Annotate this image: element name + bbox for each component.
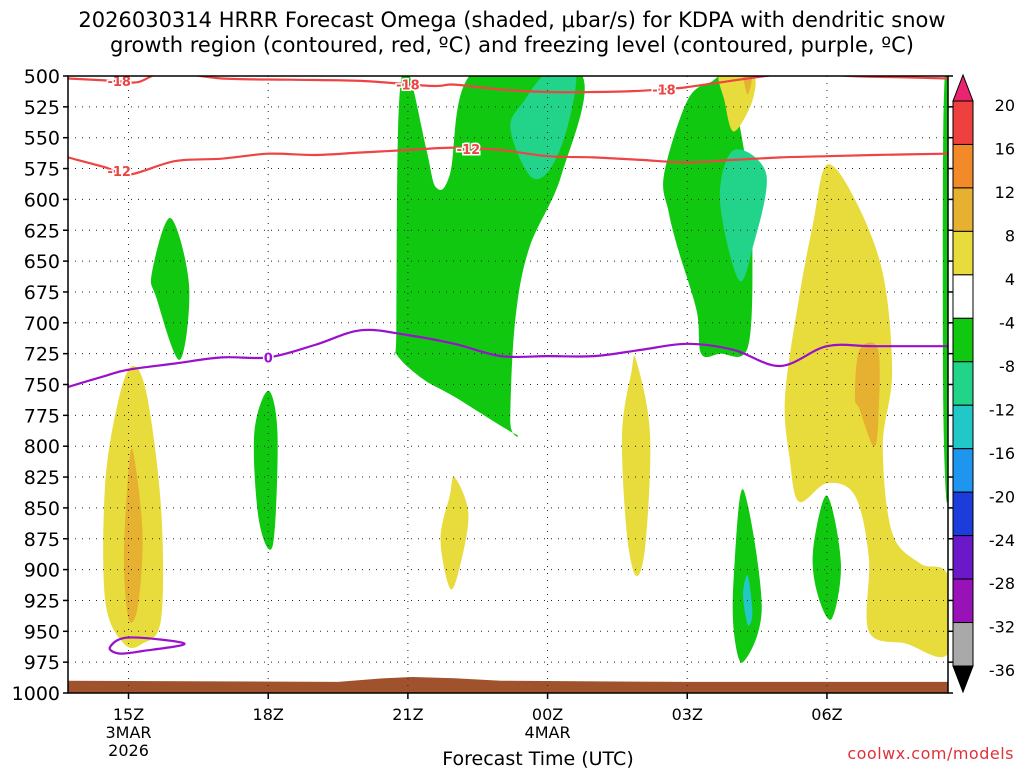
colorbar-segment bbox=[952, 578, 974, 624]
chart-title-line1: 2026030314 HRRR Forecast Omega (shaded, … bbox=[78, 8, 946, 32]
x-tick-year: 2026 bbox=[108, 741, 149, 760]
colorbar-label: 12 bbox=[995, 183, 1015, 202]
y-tick-label: 1000 bbox=[12, 683, 60, 705]
omega-region-8 bbox=[854, 342, 880, 447]
contour-label: -18 bbox=[396, 79, 420, 94]
contour-label: 0 bbox=[264, 351, 273, 366]
colorbar-segment bbox=[952, 361, 974, 406]
colorbar-label: 16 bbox=[995, 140, 1015, 159]
y-tick-label: 775 bbox=[24, 405, 60, 427]
colorbar-label: -12 bbox=[989, 400, 1015, 419]
y-tick-label: 900 bbox=[24, 560, 60, 582]
colorbar-label: -32 bbox=[989, 618, 1015, 637]
y-tick-label: 500 bbox=[24, 66, 60, 88]
contour-label: -12 bbox=[457, 143, 481, 158]
colorbar-label: -24 bbox=[989, 531, 1015, 550]
x-tick-label: 15Z bbox=[113, 705, 144, 724]
y-tick-label: 525 bbox=[24, 97, 60, 119]
y-tick-label: 750 bbox=[24, 375, 60, 397]
y-tick-label: 600 bbox=[24, 189, 60, 211]
omega-region--8 bbox=[663, 76, 753, 358]
colorbar-label: -36 bbox=[989, 661, 1015, 680]
colorbar-segment bbox=[952, 230, 974, 276]
x-axis-label: Forecast Time (UTC) bbox=[442, 748, 633, 768]
colorbar-label: -8 bbox=[999, 357, 1015, 376]
terrain-fill bbox=[68, 677, 948, 693]
colorbar-segment bbox=[952, 622, 974, 667]
colorbar-segment bbox=[952, 100, 974, 145]
y-tick-label: 925 bbox=[24, 590, 60, 612]
colorbar-segment bbox=[952, 404, 974, 450]
y-tick-label: 825 bbox=[24, 467, 60, 489]
y-tick-label: 875 bbox=[24, 529, 60, 551]
x-tick-date: 3MAR bbox=[106, 723, 152, 742]
colorbar-segment bbox=[952, 187, 974, 232]
colorbar-segment bbox=[952, 535, 974, 580]
colorbar-segment bbox=[952, 274, 974, 319]
contour-0-2 bbox=[68, 328, 948, 389]
colorbar-segment bbox=[952, 317, 974, 363]
y-tick-label: 725 bbox=[24, 344, 60, 366]
colorbar-segment bbox=[952, 491, 974, 537]
y-tick-label: 950 bbox=[24, 621, 60, 643]
colorbar-label: 20 bbox=[995, 96, 1015, 115]
colorbar-label: -28 bbox=[989, 574, 1015, 593]
colorbar-label: 4 bbox=[1005, 270, 1015, 289]
contour--12-1 bbox=[68, 146, 948, 176]
chart-title-line2: growth region (contoured, red, ºC) and f… bbox=[110, 33, 914, 57]
colorbar-arrow-top bbox=[952, 73, 974, 102]
colorbar-label: -4 bbox=[999, 313, 1015, 332]
contour-label: -18 bbox=[652, 84, 676, 99]
y-tick-label: 675 bbox=[24, 282, 60, 304]
contour-label: -12 bbox=[107, 165, 131, 180]
omega-region-8 bbox=[123, 448, 143, 623]
x-tick-label: 00Z bbox=[532, 705, 563, 724]
omega-region-4 bbox=[440, 476, 469, 590]
omega-region--8 bbox=[942, 76, 948, 503]
contour-line-3 bbox=[108, 636, 186, 655]
y-tick-label: 850 bbox=[24, 498, 60, 520]
colorbar-segment bbox=[952, 143, 974, 189]
x-tick-label: 03Z bbox=[672, 705, 703, 724]
x-tick-label: 21Z bbox=[392, 705, 423, 724]
y-tick-label: 650 bbox=[24, 251, 60, 273]
omega-region--12 bbox=[719, 149, 767, 282]
x-tick-label: 06Z bbox=[811, 705, 842, 724]
omega-region--8 bbox=[150, 217, 190, 360]
y-tick-label: 550 bbox=[24, 128, 60, 150]
contour-label: -18 bbox=[107, 75, 131, 90]
x-tick-label: 18Z bbox=[253, 705, 284, 724]
omega-region--8 bbox=[812, 495, 841, 620]
y-tick-label: 625 bbox=[24, 220, 60, 242]
y-tick-label: 975 bbox=[24, 652, 60, 674]
y-tick-label: 700 bbox=[24, 313, 60, 335]
y-tick-label: 575 bbox=[24, 159, 60, 181]
colorbar-label: 8 bbox=[1005, 227, 1015, 246]
colorbar-segment bbox=[952, 448, 974, 493]
contour--18-0 bbox=[68, 76, 948, 94]
colorbar-label: -16 bbox=[989, 444, 1015, 463]
x-tick-date: 4MAR bbox=[525, 723, 571, 742]
omega-region-8 bbox=[743, 76, 753, 95]
omega-region-4 bbox=[621, 355, 651, 577]
colorbar-label: -20 bbox=[989, 487, 1015, 506]
y-tick-label: 800 bbox=[24, 436, 60, 458]
omega-region--8 bbox=[253, 390, 278, 550]
credit-text: coolwx.com/models bbox=[847, 744, 1014, 763]
colorbar-arrow-bottom bbox=[952, 665, 974, 694]
